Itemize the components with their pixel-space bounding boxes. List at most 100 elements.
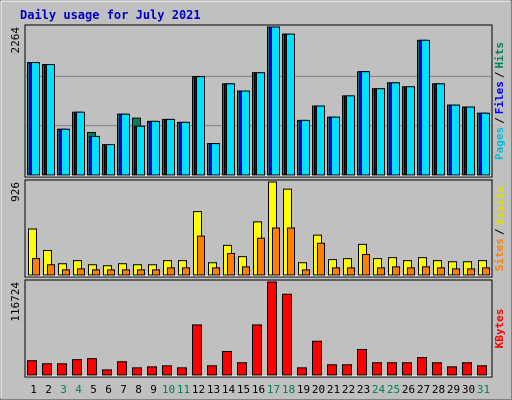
bar	[167, 267, 175, 276]
x-tick-label: 14	[222, 383, 236, 396]
bar	[422, 266, 430, 276]
bar	[87, 358, 97, 376]
bar	[377, 267, 385, 276]
y-tick-label: 116724	[9, 282, 22, 322]
legend-separator: /	[493, 71, 506, 78]
x-tick-label: 30	[462, 383, 475, 396]
x-tick-label: 29	[447, 383, 460, 396]
bar	[417, 357, 427, 376]
bar	[197, 235, 205, 276]
bar	[212, 267, 220, 276]
bar	[107, 269, 115, 276]
x-tick-label: 25	[387, 383, 400, 396]
bar	[436, 83, 445, 176]
bar	[312, 340, 322, 376]
y-tick-label: 2264	[9, 27, 22, 54]
bar	[437, 267, 445, 276]
legend: KBytes	[493, 309, 506, 349]
x-tick-label: 16	[252, 383, 265, 396]
bar	[47, 264, 55, 276]
bar	[132, 367, 142, 376]
legend-entry: Hits	[493, 42, 506, 69]
chart-title: Daily usage for July 2021	[20, 8, 201, 22]
x-tick-label: 6	[105, 383, 112, 396]
bar	[42, 363, 52, 376]
bar	[181, 121, 190, 176]
bar	[481, 112, 490, 176]
bar	[166, 118, 175, 176]
bar	[372, 362, 382, 376]
legend-entry: Visits	[493, 186, 506, 226]
bar	[402, 362, 412, 376]
bar	[32, 258, 40, 276]
bar	[407, 267, 415, 276]
bar	[272, 227, 280, 276]
x-tick-label: 10	[162, 383, 175, 396]
bar	[91, 135, 100, 176]
bar	[151, 120, 160, 176]
bar	[241, 90, 250, 176]
legend-entry: Files	[493, 81, 506, 114]
bar	[332, 267, 340, 276]
bar	[62, 269, 70, 276]
bar	[227, 253, 235, 276]
bar	[152, 269, 160, 276]
bar	[346, 95, 355, 176]
bar	[387, 362, 397, 376]
bar	[271, 26, 280, 176]
bar	[392, 266, 400, 276]
x-tick-label: 27	[417, 383, 430, 396]
bar	[482, 267, 490, 276]
bar	[286, 33, 295, 176]
bar	[61, 128, 70, 176]
x-tick-label: 31	[477, 383, 490, 396]
bar	[447, 366, 457, 376]
bar	[317, 242, 325, 276]
bar	[237, 362, 247, 376]
x-tick-label: 11	[177, 383, 190, 396]
y-tick-label: 926	[9, 182, 22, 202]
x-tick-label: 13	[207, 383, 220, 396]
bar	[31, 62, 40, 176]
bar	[432, 362, 442, 376]
legend: Sites / Visits	[493, 186, 506, 272]
x-tick-label: 18	[282, 383, 295, 396]
bar	[452, 268, 460, 276]
bar	[76, 111, 85, 176]
x-tick-label: 7	[120, 383, 127, 396]
bar	[257, 237, 265, 276]
bar	[342, 364, 352, 376]
bar	[136, 125, 145, 176]
bar	[347, 267, 355, 276]
bar	[301, 119, 310, 176]
bar	[77, 268, 85, 276]
bar	[211, 143, 220, 176]
legend: Pages / Files / Hits	[493, 42, 506, 160]
bar	[467, 268, 475, 276]
bar	[462, 362, 472, 376]
bar	[207, 365, 217, 376]
bar	[147, 366, 157, 376]
bar	[361, 71, 370, 176]
legend-separator: /	[493, 228, 506, 235]
bar	[302, 269, 310, 276]
bar	[252, 324, 262, 376]
bar	[162, 365, 172, 376]
bar	[406, 86, 415, 176]
x-tick-label: 17	[267, 383, 280, 396]
bar	[192, 324, 202, 376]
x-tick-label: 3	[60, 383, 67, 396]
bar	[242, 266, 250, 276]
bar	[222, 350, 232, 376]
bar	[92, 269, 100, 276]
x-tick-label: 26	[402, 383, 415, 396]
bar	[267, 281, 277, 376]
x-tick-label: 28	[432, 383, 445, 396]
bar	[121, 113, 130, 176]
x-tick-label: 22	[342, 383, 355, 396]
bar	[46, 64, 55, 176]
x-tick-label: 20	[312, 383, 325, 396]
bar	[137, 269, 145, 276]
bar	[466, 106, 475, 176]
